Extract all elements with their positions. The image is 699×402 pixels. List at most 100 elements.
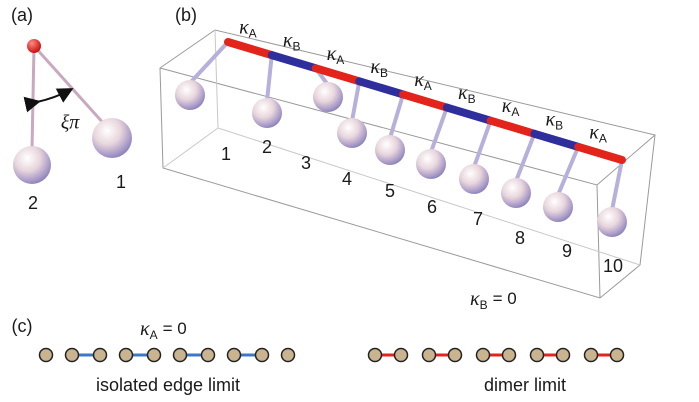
rod xyxy=(352,81,359,121)
coupling-bar xyxy=(272,55,316,68)
site xyxy=(423,349,436,362)
kappa-condition: = 0 xyxy=(163,319,187,338)
coupling-bar xyxy=(359,81,403,94)
coupling-bar xyxy=(228,42,272,55)
figure: (a)(b)(c)ξπ2112345678910κAκBκAκBκAκBκAκB… xyxy=(0,0,699,402)
site xyxy=(557,349,570,362)
kappa-condition: = 0 xyxy=(493,289,517,308)
bob xyxy=(459,164,489,194)
site xyxy=(369,349,382,362)
lattice xyxy=(40,349,624,362)
bob xyxy=(313,82,343,112)
site xyxy=(228,349,241,362)
site xyxy=(503,349,516,362)
coupling-label: κA xyxy=(502,95,520,120)
coupling-label: κB xyxy=(283,29,301,54)
coupling-bar xyxy=(491,121,535,134)
panel-label: (c) xyxy=(12,316,33,336)
coupling-label: κA xyxy=(589,121,607,146)
pendulum-number: 4 xyxy=(342,169,352,189)
caption: dimer limit xyxy=(484,375,566,395)
box xyxy=(160,30,655,298)
kappa-symbol: κ xyxy=(589,121,599,143)
bob xyxy=(543,192,573,222)
site xyxy=(449,349,462,362)
kappa-symbol: κ xyxy=(370,55,380,77)
coupling-bar xyxy=(534,134,578,147)
condition-label: κB = 0 xyxy=(470,288,517,313)
site xyxy=(611,349,624,362)
site xyxy=(531,349,544,362)
panel-label: (b) xyxy=(175,5,197,25)
coupling-label: κB xyxy=(458,82,476,107)
bob xyxy=(375,135,405,165)
pendulum-number: 8 xyxy=(515,228,525,248)
rod xyxy=(516,134,534,181)
site xyxy=(477,349,490,362)
kappa-subscript: B xyxy=(480,298,488,312)
coupling-label: κB xyxy=(546,108,564,133)
kappa-subscript: A xyxy=(511,105,519,119)
pendulum-number: 10 xyxy=(603,256,623,276)
page: {"panels": { "a": {"label": "(a)", "angl… xyxy=(0,0,699,402)
kappa-subscript: B xyxy=(468,92,476,106)
kappa-symbol: κ xyxy=(470,288,480,310)
kappa-subscript: A xyxy=(249,27,257,41)
rod xyxy=(190,42,228,83)
bob xyxy=(175,80,205,110)
site xyxy=(395,349,408,362)
bob xyxy=(501,178,531,208)
pendulum-number: 2 xyxy=(28,193,38,213)
kappa-subscript: B xyxy=(292,40,300,54)
kappa-subscript: B xyxy=(380,66,388,80)
site xyxy=(66,349,79,362)
rod xyxy=(558,147,578,195)
pendulum-number: 1 xyxy=(116,172,126,192)
coupling-label: κB xyxy=(370,55,388,80)
kappa-symbol: κ xyxy=(546,108,556,130)
kappa-symbol: κ xyxy=(414,69,424,91)
bob xyxy=(416,149,446,179)
site xyxy=(202,349,215,362)
angle-label: ξπ xyxy=(61,112,81,134)
kappa-symbol: κ xyxy=(140,318,150,340)
panel-label: (a) xyxy=(11,5,33,25)
coupling-label: κA xyxy=(327,42,345,67)
site xyxy=(120,349,133,362)
kappa-symbol: κ xyxy=(458,82,468,104)
site xyxy=(256,349,269,362)
coupling-label: κA xyxy=(239,16,257,41)
pendulum-number: 5 xyxy=(385,181,395,201)
kappa-symbol: κ xyxy=(239,16,249,38)
pendulum-number: 1 xyxy=(221,144,231,164)
site xyxy=(174,349,187,362)
kappa-symbol: κ xyxy=(327,42,337,64)
pendulum-number: 3 xyxy=(301,153,311,173)
pendulum-number: 6 xyxy=(427,197,437,217)
coupling-bar xyxy=(578,147,622,160)
rod xyxy=(431,108,447,152)
rod xyxy=(267,55,272,101)
kappa-subscript: A xyxy=(599,132,607,146)
kappa-symbol: κ xyxy=(502,95,512,117)
rod xyxy=(474,121,491,167)
pendulum-number: 9 xyxy=(562,241,572,261)
site xyxy=(585,349,598,362)
coupling-bar xyxy=(447,108,491,121)
pendulum-number: 2 xyxy=(262,137,272,157)
chain xyxy=(175,42,627,237)
kappa-subscript: A xyxy=(150,328,158,342)
coupling-label: κA xyxy=(414,69,432,94)
kappa-subscript: B xyxy=(555,119,563,133)
caption: isolated edge limit xyxy=(96,375,240,395)
kappa-subscript: A xyxy=(336,53,344,67)
coupling-bar xyxy=(403,94,447,107)
condition-label: κA = 0 xyxy=(140,318,187,343)
bob xyxy=(252,98,282,128)
site xyxy=(94,349,107,362)
site xyxy=(148,349,161,362)
bob xyxy=(597,207,627,237)
bob xyxy=(337,118,367,148)
kappa-subscript: A xyxy=(424,79,432,93)
kappa-symbol: κ xyxy=(283,29,293,51)
